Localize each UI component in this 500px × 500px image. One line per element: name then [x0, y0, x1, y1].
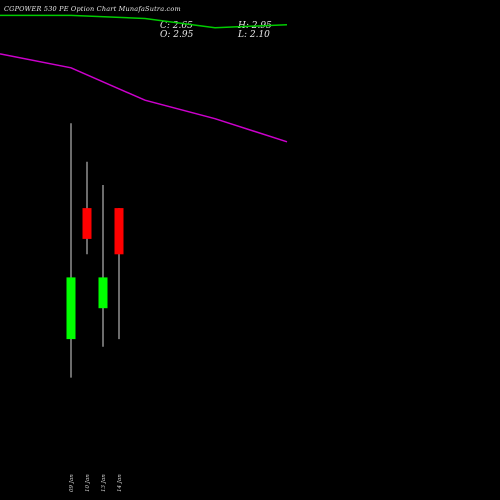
- chart-title: CGPOWER 530 PE Option Chart MunafaSutra.…: [4, 5, 181, 13]
- candle-body-1: [66, 277, 76, 340]
- candle-body-3: [98, 277, 108, 309]
- candle-body-2: [82, 208, 92, 239]
- x-tick-label-2: 10 Jan: [85, 474, 91, 492]
- ma-line-1: [0, 14, 288, 29]
- close-value: C: 2.65: [160, 21, 193, 31]
- open-value: O: 2.95: [160, 30, 194, 40]
- x-tick-label-3: 13 Jan: [101, 474, 107, 492]
- x-tick-label-4: 14 Jan: [117, 474, 123, 492]
- x-tick-label-1: 09 Jan: [69, 474, 75, 492]
- ma-line-2: [0, 53, 288, 143]
- low-value: L: 2.10: [238, 30, 270, 40]
- candle-body-4: [114, 208, 124, 255]
